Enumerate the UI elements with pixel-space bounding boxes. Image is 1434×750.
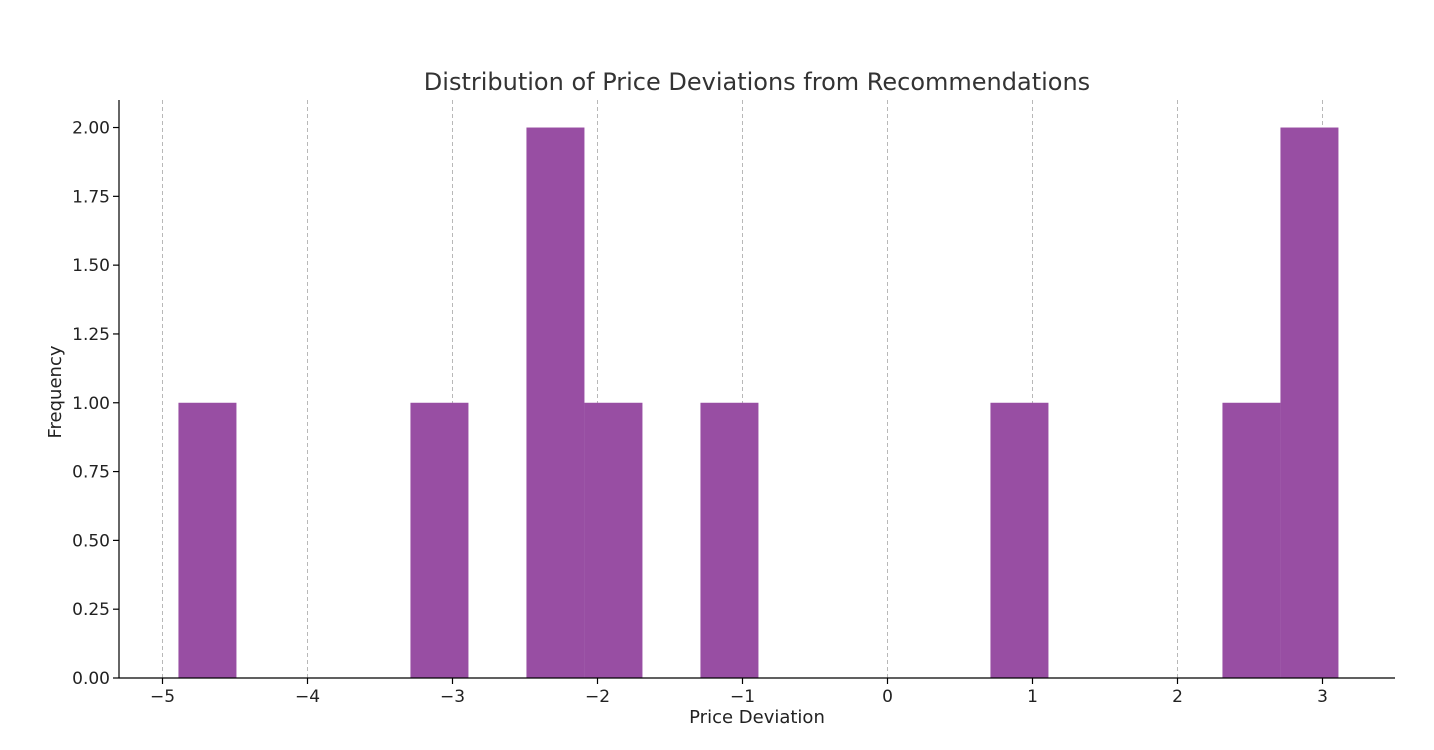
y-tick-label: 0.25	[72, 600, 110, 620]
x-tick-label: 3	[1317, 687, 1328, 707]
y-tick-label: 1.25	[72, 325, 110, 345]
histogram-bar	[410, 402, 469, 678]
x-tick-label: −1	[730, 687, 755, 707]
histogram-bar	[700, 402, 759, 678]
x-tick-label: −5	[150, 687, 175, 707]
histogram-bar	[584, 402, 643, 678]
x-tick-label: 2	[1172, 687, 1183, 707]
x-tick-label: 1	[1027, 687, 1038, 707]
y-axis-ticks: 0.00 0.25 0.50 0.75 1.00 1.25 1.50 1.75 2.00	[72, 119, 119, 689]
y-tick-label: 0.00	[72, 669, 110, 689]
histogram-bar	[990, 402, 1049, 678]
histogram-bar	[1222, 402, 1281, 678]
y-axis-label: Frequency	[45, 345, 66, 438]
x-tick-label: −2	[585, 687, 610, 707]
x-tick-label: −3	[440, 687, 465, 707]
y-tick-label: 0.50	[72, 531, 110, 551]
histogram-bar	[178, 402, 237, 678]
chart-title: Distribution of Price Deviations from Re…	[424, 68, 1090, 96]
x-axis-ticks: −5 −4 −3 −2 −1 0 1 2 3	[150, 678, 1328, 707]
y-tick-label: 0.75	[72, 463, 110, 483]
x-axis-label: Price Deviation	[689, 707, 825, 728]
y-tick-label: 1.75	[72, 187, 110, 207]
histogram-bar	[1280, 127, 1339, 679]
y-tick-label: 1.50	[72, 256, 110, 276]
y-tick-label: 1.00	[72, 394, 110, 414]
x-tick-label: 0	[882, 687, 893, 707]
histogram-bar	[526, 127, 585, 679]
histogram-bars	[178, 127, 1339, 679]
x-tick-label: −4	[295, 687, 320, 707]
y-tick-label: 2.00	[72, 119, 110, 139]
